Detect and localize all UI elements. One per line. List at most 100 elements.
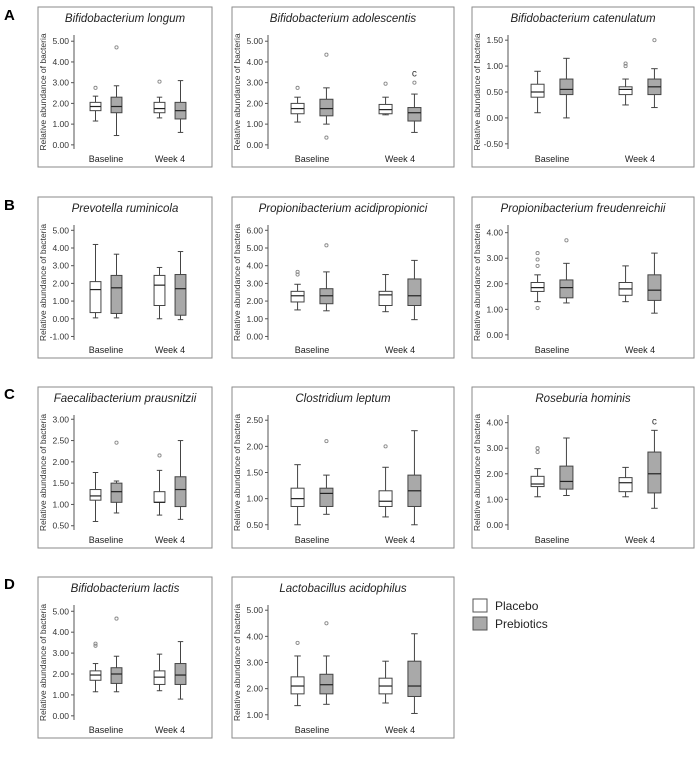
box-prebiotics [110, 440, 123, 514]
outlier-point [324, 621, 329, 626]
y-tick-label: 1.00 [246, 314, 263, 324]
chart-frame [37, 576, 213, 739]
outlier-point [324, 135, 329, 140]
charts-grid: Bifidobacterium longum 0.00 1.00 2.00 3.00 4.… [37, 6, 695, 739]
iqr-box [110, 96, 123, 114]
outlier-point [535, 251, 540, 256]
y-tick-label: 5.00 [246, 605, 263, 615]
box-placebo [530, 70, 545, 114]
box-prebiotics [647, 429, 662, 509]
box-prebiotics [559, 57, 574, 119]
legend-swatch-prebiotics [472, 616, 488, 631]
significance-label: c [652, 416, 657, 427]
y-tick-label: 6.00 [246, 225, 263, 235]
y-tick-label: 1.00 [246, 494, 263, 504]
y-axis-label: Relative abundance of bacteria [38, 414, 48, 531]
iqr-box [290, 487, 305, 507]
x-tick-label: Baseline [295, 725, 330, 735]
x-tick-label: Week 4 [385, 154, 415, 164]
box-placebo [530, 446, 545, 498]
box-placebo [89, 641, 102, 693]
outlier-point [93, 641, 98, 646]
y-tick-label: 0.00 [246, 331, 263, 341]
y-axis-label: Relative abundance of bacteria [232, 414, 242, 531]
y-tick-label: 4.00 [246, 261, 263, 271]
y-tick-label: 1.00 [52, 499, 69, 509]
iqr-box [174, 274, 187, 316]
outlier-point [535, 257, 540, 262]
chart-panel: Lactobacillus acidophilus 1.00 2.00 3.00 4.0… [231, 576, 455, 739]
iqr-box [174, 476, 187, 508]
y-tick-label: 3.00 [246, 78, 263, 88]
box-prebiotics [174, 251, 187, 321]
x-tick-label: Week 4 [385, 535, 415, 545]
outlier-point [383, 444, 388, 449]
y-tick-label: 2.50 [246, 415, 263, 425]
y-tick-label: 4.00 [486, 418, 503, 428]
legend-swatch-placebo [472, 598, 488, 613]
x-tick-label: Baseline [295, 535, 330, 545]
y-axis-label: Relative abundance of bacteria [38, 604, 48, 721]
iqr-box [89, 489, 102, 501]
box-prebiotics [407, 80, 422, 133]
iqr-box [618, 477, 633, 493]
iqr-box [559, 465, 574, 490]
box-prebiotics [319, 243, 334, 312]
y-tick-label: 0.50 [486, 87, 503, 97]
y-tick-label: 5.00 [52, 225, 69, 235]
box-prebiotics [407, 430, 422, 526]
box-placebo [89, 472, 102, 522]
y-tick-label: 1.00 [246, 710, 263, 720]
outlier-point [295, 85, 300, 90]
y-tick-label: 3.00 [52, 261, 69, 271]
x-tick-label: Baseline [89, 154, 124, 164]
chart-title: Bifidobacterium catenulatum [510, 13, 656, 25]
y-tick-label: 3.00 [246, 278, 263, 288]
panel-letter-b: B [4, 197, 15, 214]
y-tick-label: 2.00 [246, 441, 263, 451]
chart-title: Clostridium leptum [295, 393, 391, 405]
box-prebiotics [174, 440, 187, 520]
x-tick-label: Week 4 [625, 535, 655, 545]
box-prebiotics [559, 238, 574, 304]
chart-frame [231, 576, 455, 739]
box-prebiotics [110, 253, 123, 319]
x-tick-label: Week 4 [155, 345, 185, 355]
outlier-point [535, 263, 540, 268]
box-placebo [153, 453, 166, 516]
y-tick-label: 4.00 [486, 228, 503, 238]
chart-panel: Propionibacterium freudenreichii 0.00 1.00… [471, 196, 695, 359]
outlier-point [295, 272, 300, 277]
chart-panel: Roseburia hominis 0.00 1.00 2.00 3.00 4.00 Rel… [471, 386, 695, 549]
box-placebo [89, 243, 102, 319]
y-axis-label: Relative abundance of bacteria [232, 33, 242, 150]
y-tick-label: 1.00 [52, 119, 69, 129]
box-prebiotics [319, 52, 334, 140]
y-tick-label: 5.00 [246, 36, 263, 46]
box-placebo [153, 79, 166, 119]
legend-label-placebo: Placebo [495, 599, 539, 613]
y-tick-label: 2.00 [486, 279, 503, 289]
outlier-point [535, 306, 540, 311]
y-tick-label: 0.00 [486, 330, 503, 340]
box-placebo [153, 653, 166, 692]
y-tick-label: 5.00 [52, 606, 69, 616]
chart-title: Bifidobacterium longum [65, 13, 186, 25]
panel-letter-c: C [4, 386, 15, 403]
iqr-box [530, 475, 545, 488]
y-tick-label: 2.00 [246, 684, 263, 694]
y-tick-label: 2.00 [52, 278, 69, 288]
chart-title: Propionibacterium acidipropionici [259, 203, 428, 215]
iqr-box [407, 660, 422, 697]
y-tick-label: 4.00 [246, 631, 263, 641]
outlier-point [324, 243, 329, 248]
box-placebo [89, 85, 102, 122]
x-tick-label: Baseline [535, 345, 570, 355]
y-tick-label: 2.00 [246, 296, 263, 306]
iqr-box [89, 281, 102, 314]
x-tick-label: Baseline [535, 535, 570, 545]
box-placebo [378, 274, 393, 313]
box-placebo [618, 466, 633, 498]
chart-panel: Prevotella ruminicola -1.00 0.00 1.00 2.00 3.… [37, 196, 213, 359]
